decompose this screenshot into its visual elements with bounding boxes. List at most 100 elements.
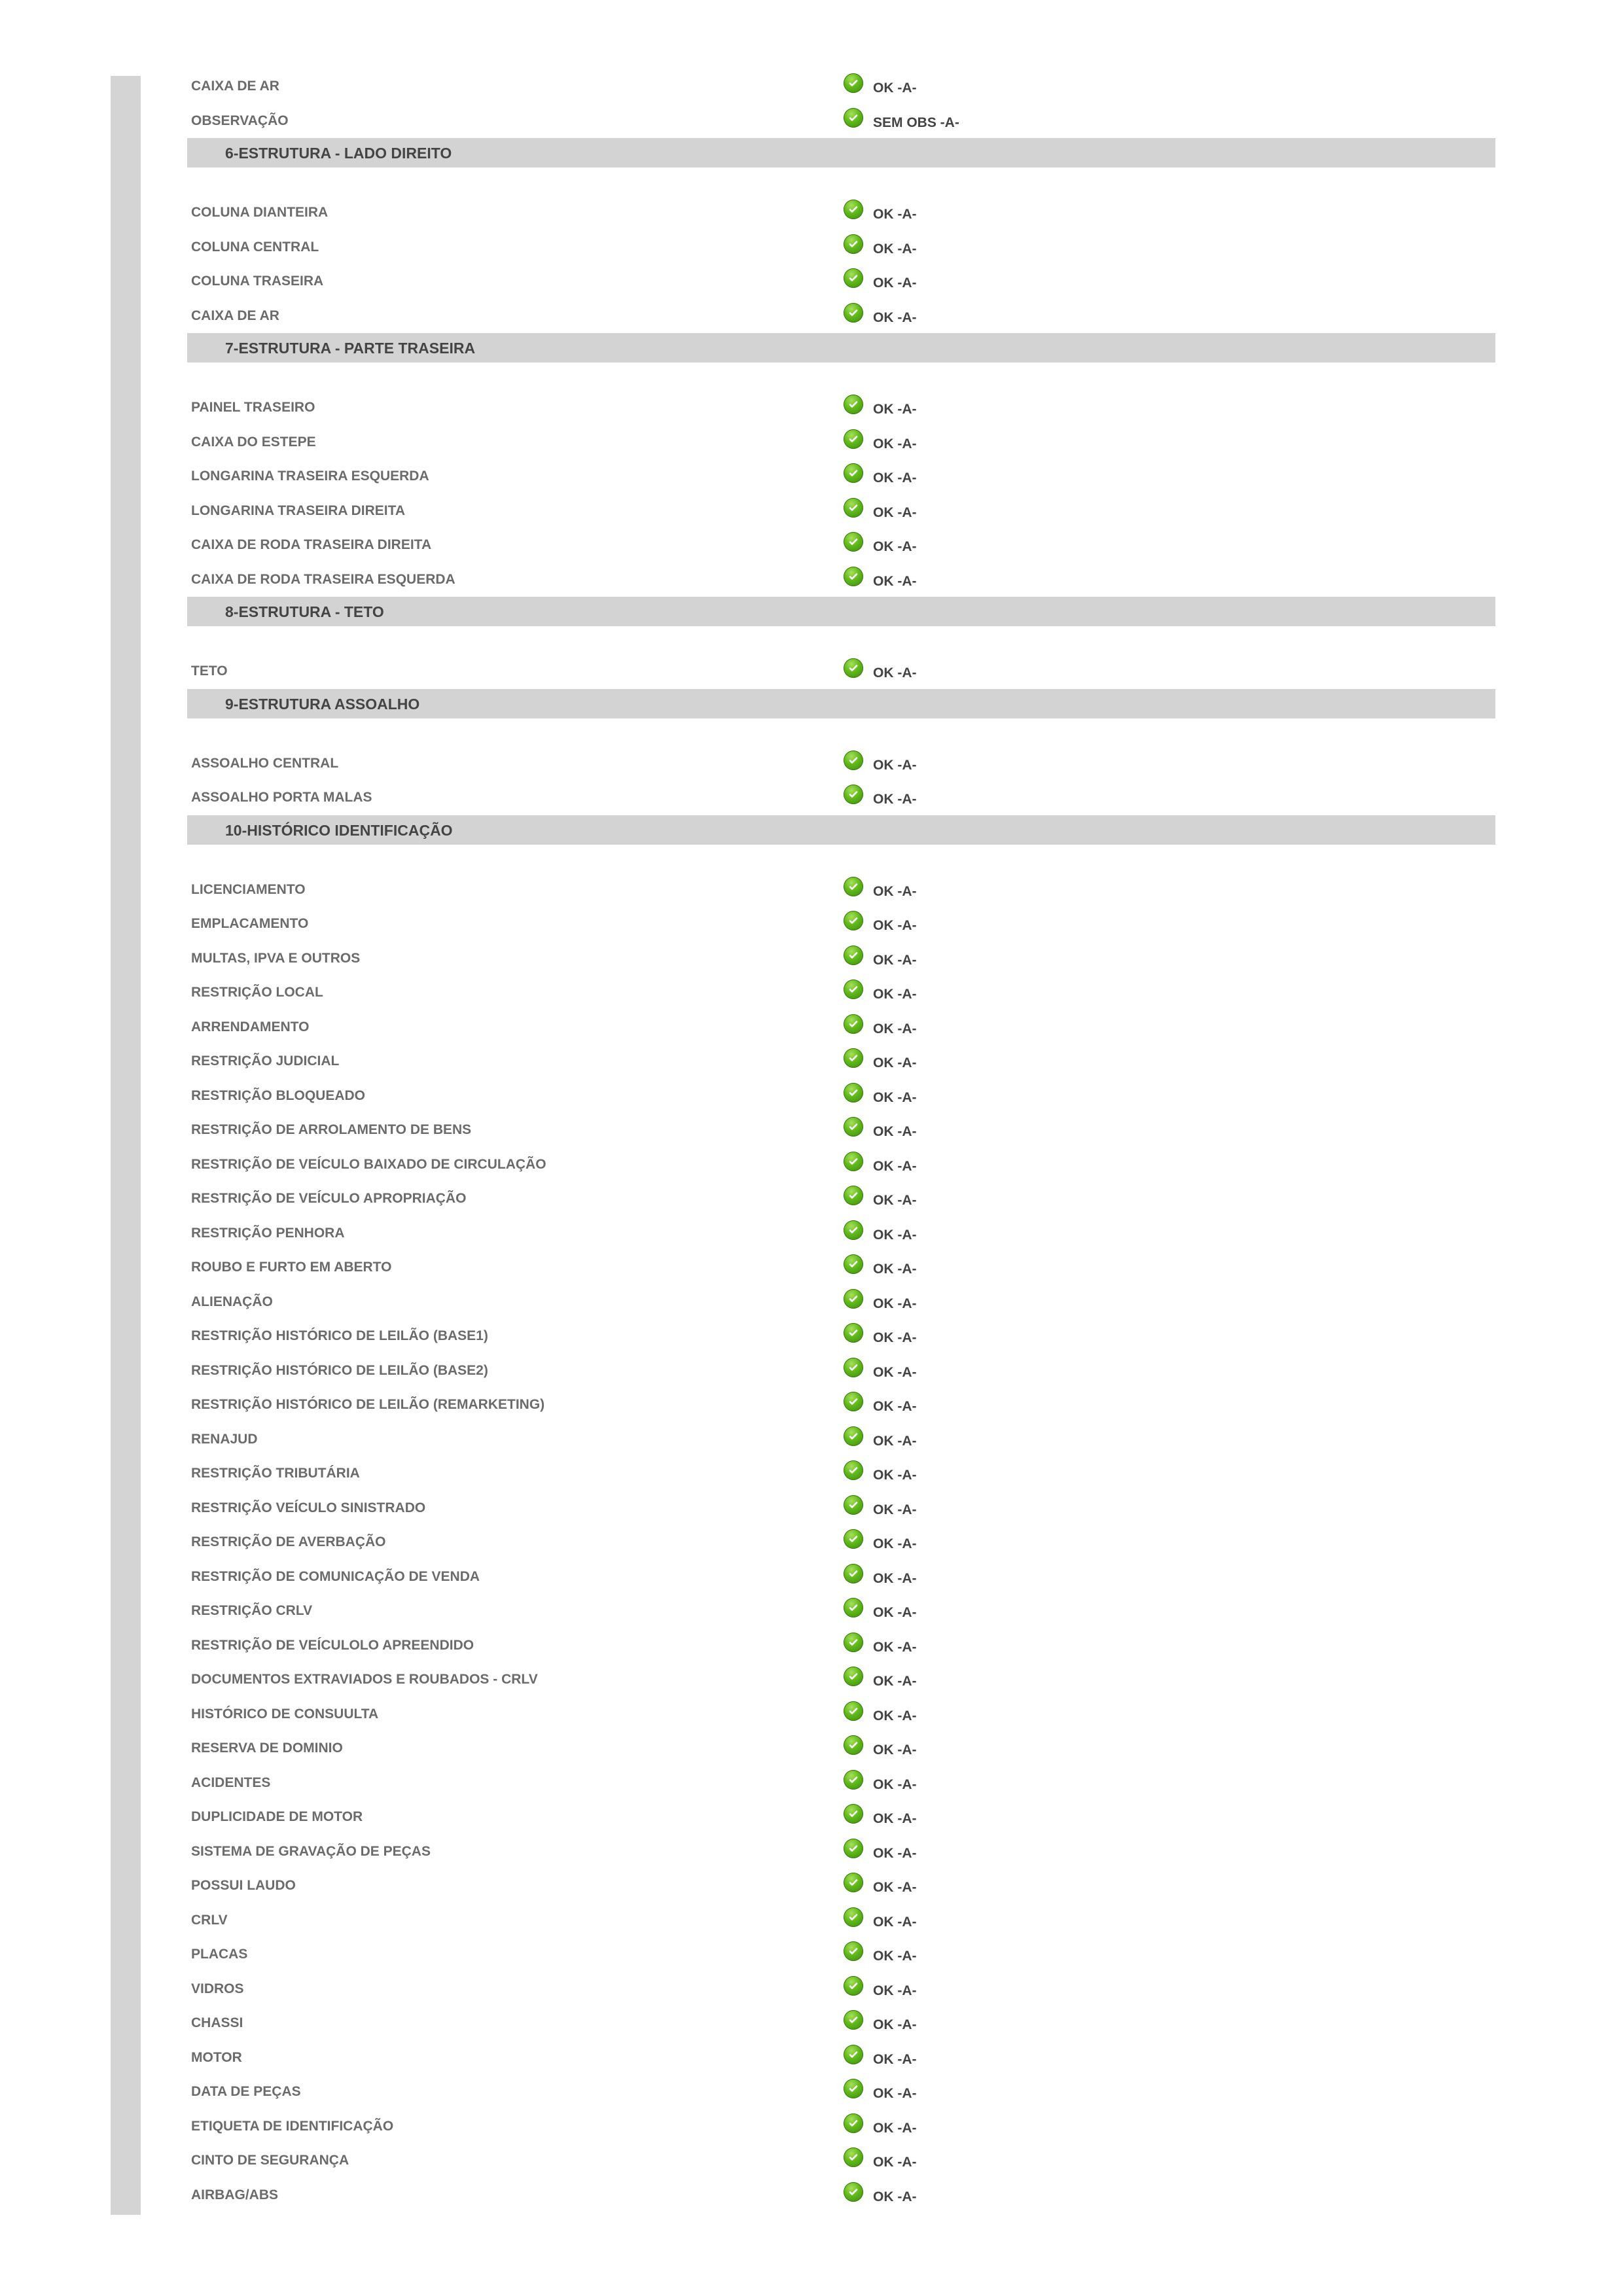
list-item: RESTRIÇÃO JUDICIAL OK -A- <box>187 1044 1495 1079</box>
list-item: PAINEL TRASEIRO OK -A- <box>187 391 1495 425</box>
check-circle-icon <box>844 1769 863 1790</box>
item-status: OK -A- <box>873 1811 917 1826</box>
list-item: DUPLICIDADE DE MOTOR OK -A- <box>187 1800 1495 1835</box>
list-item: EMPLACAMENTO OK -A- <box>187 907 1495 942</box>
item-label: CAIXA DO ESTEPE <box>191 434 316 450</box>
check-circle-icon <box>844 463 863 483</box>
item-label: PLACAS <box>191 1947 248 1962</box>
list-item: ETIQUETA DE IDENTIFICAÇÃO OK -A- <box>187 2110 1495 2144</box>
list-item: LICENCIAMENTO OK -A- <box>187 873 1495 908</box>
section-header: 10-HISTÓRICO IDENTIFICAÇÃO <box>187 815 1495 845</box>
check-circle-icon <box>844 1701 863 1721</box>
check-circle-icon <box>844 1426 863 1446</box>
check-circle-icon <box>844 234 863 254</box>
check-circle-icon <box>844 1151 863 1171</box>
item-label: POSSUI LAUDO <box>191 1878 296 1893</box>
list-item: SISTEMA DE GRAVAÇÃO DE PEÇAS OK -A- <box>187 1835 1495 1869</box>
item-label: RESTRIÇÃO TRIBUTÁRIA <box>191 1466 360 1481</box>
item-label: LICENCIAMENTO <box>191 881 306 897</box>
item-status: SEM OBS -A- <box>873 115 959 130</box>
item-label: OBSERVAÇÃO <box>191 113 289 128</box>
item-label: CINTO DE SEGURANÇA <box>191 2153 349 2168</box>
check-circle-icon <box>844 911 863 930</box>
list-item: TETO OK -A- <box>187 654 1495 689</box>
list-item: CRLV OK -A- <box>187 1903 1495 1938</box>
check-circle-icon <box>844 1288 863 1309</box>
item-label: DUPLICIDADE DE MOTOR <box>191 1809 363 1824</box>
item-status: OK -A- <box>873 436 917 451</box>
check-circle-icon <box>844 566 863 586</box>
check-circle-icon <box>844 1529 863 1549</box>
item-status: OK -A- <box>873 1262 917 1277</box>
check-circle-icon <box>844 1975 863 1996</box>
item-status: OK -A- <box>873 665 917 680</box>
item-label: CRLV <box>191 1912 228 1928</box>
item-status: OK -A- <box>873 987 917 1002</box>
list-item: RESTRIÇÃO DE VEÍCULO APROPRIAÇÃO OK -A- <box>187 1182 1495 1216</box>
check-circle-icon <box>844 1804 863 1824</box>
check-circle-icon <box>844 2147 863 2167</box>
list-item: LONGARINA TRASEIRA DIREITA OK -A- <box>187 494 1495 529</box>
check-circle-icon <box>844 532 863 552</box>
list-item: RESTRIÇÃO CRLV OK -A- <box>187 1594 1495 1629</box>
check-circle-icon <box>844 1494 863 1515</box>
section-title: 7-ESTRUTURA - PARTE TRASEIRA <box>225 340 476 357</box>
check-circle-icon <box>844 1048 863 1068</box>
item-status: OK -A- <box>873 1880 917 1895</box>
item-label: DATA DE PEÇAS <box>191 2084 301 2099</box>
list-item: CAIXA DE AR OK -A- <box>187 69 1495 104</box>
item-label: ACIDENTES <box>191 1775 271 1790</box>
list-item: AIRBAG/ABS OK -A- <box>187 2178 1495 2213</box>
list-item: CAIXA DO ESTEPE OK -A- <box>187 425 1495 460</box>
item-status: OK -A- <box>873 1605 917 1620</box>
item-label: CHASSI <box>191 2015 243 2030</box>
item-status: OK -A- <box>873 2051 917 2067</box>
list-item: LONGARINA TRASEIRA ESQUERDA OK -A- <box>187 459 1495 494</box>
list-item: HISTÓRICO DE CONSUULTA OK -A- <box>187 1697 1495 1732</box>
item-status: OK -A- <box>873 1639 917 1655</box>
left-margin-bar <box>111 76 141 2215</box>
item-label: RESTRIÇÃO LOCAL <box>191 985 323 1000</box>
list-item: RESERVA DE DOMINIO OK -A- <box>187 1731 1495 1766</box>
item-status: OK -A- <box>873 539 917 554</box>
check-circle-icon <box>844 2044 863 2064</box>
item-label: RESTRIÇÃO HISTÓRICO DE LEILÃO (BASE2) <box>191 1362 488 1378</box>
item-label: PAINEL TRASEIRO <box>191 400 315 415</box>
item-status: OK -A- <box>873 1364 917 1380</box>
item-label: SISTEMA DE GRAVAÇÃO DE PEÇAS <box>191 1843 431 1859</box>
item-status: OK -A- <box>873 1468 917 1483</box>
item-status: OK -A- <box>873 1055 917 1070</box>
item-status: OK -A- <box>873 1949 917 1964</box>
item-label: MOTOR <box>191 2049 242 2065</box>
section-header: 8-ESTRUTURA - TETO <box>187 597 1495 626</box>
list-item: ASSOALHO CENTRAL OK -A- <box>187 747 1495 781</box>
list-item: CAIXA DE AR OK -A- <box>187 299 1495 334</box>
item-status: OK -A- <box>873 757 917 773</box>
check-circle-icon <box>844 1254 863 1274</box>
item-status: OK -A- <box>873 792 917 807</box>
item-status: OK -A- <box>873 1914 917 1930</box>
item-status: OK -A- <box>873 1399 917 1414</box>
item-label: MULTAS, IPVA E OUTROS <box>191 950 361 966</box>
list-item: MOTOR OK -A- <box>187 2041 1495 2075</box>
item-status: OK -A- <box>873 275 917 291</box>
item-label: RESTRIÇÃO DE VEÍCULOLO APREENDIDO <box>191 1637 474 1653</box>
item-status: OK -A- <box>873 1845 917 1861</box>
check-circle-icon <box>844 73 863 93</box>
item-label: RESTRIÇÃO DE AVERBAÇÃO <box>191 1534 386 1549</box>
item-label: ASSOALHO CENTRAL <box>191 755 339 771</box>
section-header: 7-ESTRUTURA - PARTE TRASEIRA <box>187 333 1495 362</box>
item-status: OK -A- <box>873 1983 917 1998</box>
item-label: LONGARINA TRASEIRA DIREITA <box>191 503 406 518</box>
list-item: RESTRIÇÃO DE COMUNICAÇÃO DE VENDA OK -A- <box>187 1560 1495 1595</box>
list-item: CAIXA DE RODA TRASEIRA DIREITA OK -A- <box>187 528 1495 563</box>
item-label: EMPLACAMENTO <box>191 916 309 931</box>
list-item: CAIXA DE RODA TRASEIRA ESQUERDA OK -A- <box>187 563 1495 597</box>
item-status: OK -A- <box>873 2120 917 2136</box>
list-item: ASSOALHO PORTA MALAS OK -A- <box>187 781 1495 815</box>
list-item: RESTRIÇÃO HISTÓRICO DE LEILÃO (REMARKETI… <box>187 1388 1495 1422</box>
item-status: OK -A- <box>873 1089 917 1105</box>
list-item: RESTRIÇÃO LOCAL OK -A- <box>187 976 1495 1010</box>
check-circle-icon <box>844 1941 863 1961</box>
check-circle-icon <box>844 1667 863 1686</box>
